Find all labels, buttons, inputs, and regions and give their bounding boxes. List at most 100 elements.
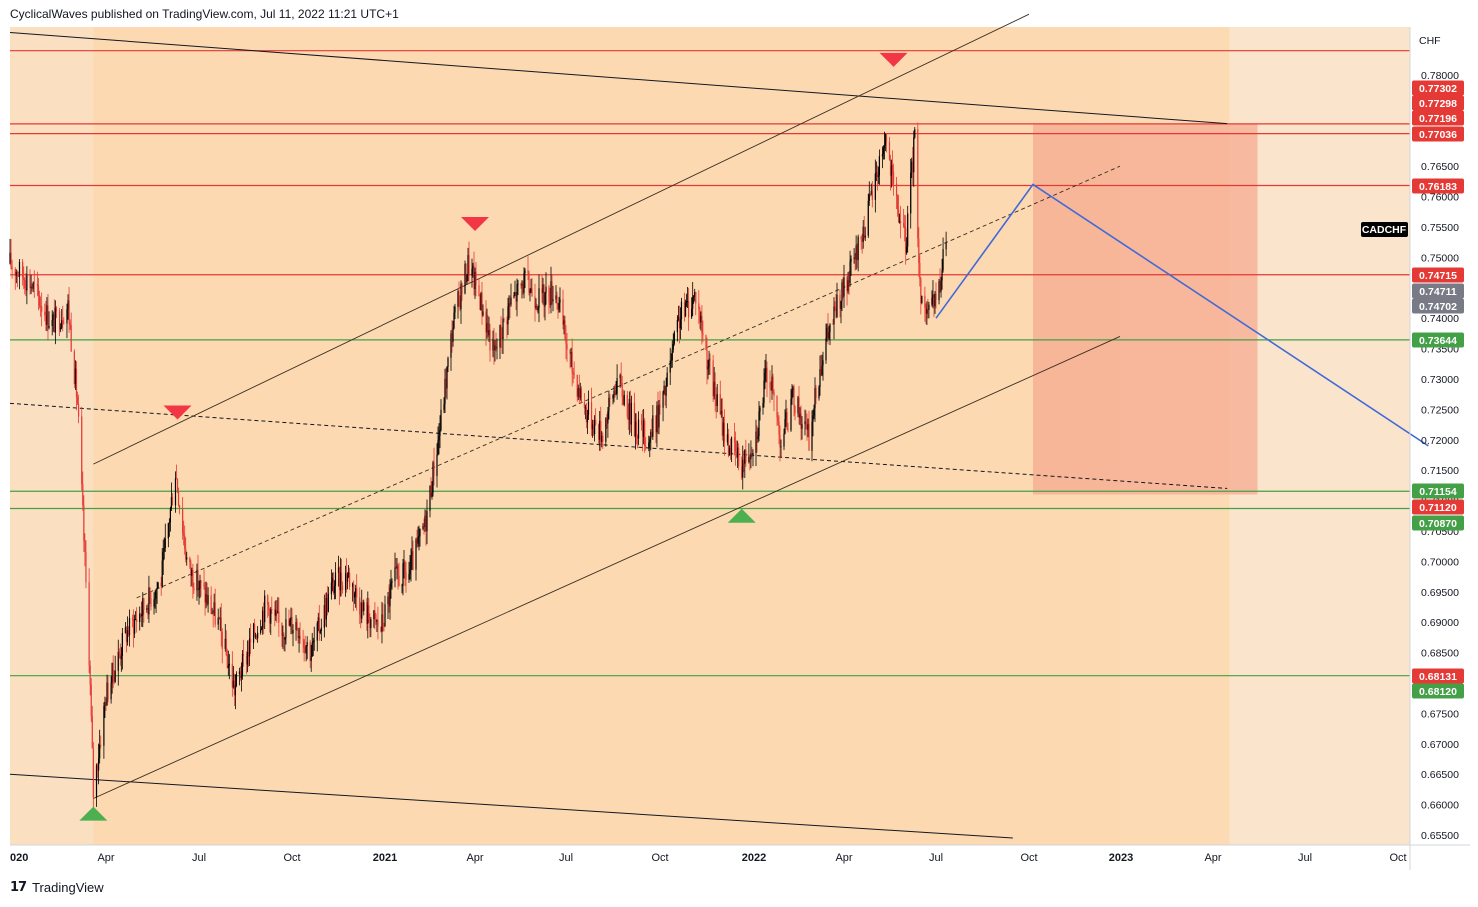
candle-body	[919, 262, 921, 279]
candle-body	[39, 306, 42, 307]
candle-body	[296, 622, 298, 630]
candle-body	[96, 765, 99, 771]
candle-body	[60, 327, 62, 330]
candle-body	[854, 257, 856, 260]
swing-high-marker-icon	[461, 217, 489, 231]
candle-body	[163, 548, 165, 552]
candle-body	[23, 277, 25, 281]
candle-body	[927, 309, 929, 310]
candle-body	[737, 447, 739, 458]
candle-body	[275, 610, 277, 616]
candle-body	[867, 200, 869, 236]
price-tag	[1412, 683, 1464, 699]
candle-body	[153, 599, 155, 607]
candle-body	[82, 484, 84, 506]
candle-body	[493, 339, 495, 351]
candle-body	[853, 257, 855, 260]
candle-body	[304, 647, 306, 654]
candle-body	[566, 344, 568, 350]
candles-layer	[9, 122, 947, 812]
candle-body	[212, 612, 214, 614]
candle-body	[630, 402, 632, 425]
candle-body	[940, 280, 942, 292]
y-tick-label: 0.74000	[1421, 313, 1459, 325]
candle-body	[888, 141, 891, 160]
candle-body	[933, 294, 935, 307]
candle-body	[565, 339, 567, 345]
candle-body	[677, 316, 679, 320]
channel-lower-line	[93, 336, 1121, 799]
x-tick-label: Oct	[1389, 852, 1406, 864]
candle-body	[85, 551, 87, 583]
candle-body	[751, 453, 753, 455]
candle-body	[605, 418, 607, 442]
candle-body	[37, 285, 40, 296]
candle-body	[370, 619, 372, 629]
candle-body	[676, 319, 678, 333]
price-tag-label: 0.77302	[1419, 83, 1457, 95]
candle-body	[636, 435, 639, 439]
y-tick-label: 0.73000	[1421, 374, 1459, 386]
candle-body	[934, 293, 936, 307]
candle-body	[33, 282, 35, 284]
candle-body	[139, 613, 141, 623]
candle-body	[147, 607, 149, 615]
candle-body	[90, 684, 92, 717]
candle-body	[132, 619, 135, 634]
candle-body	[112, 662, 114, 676]
candle-body	[472, 265, 474, 269]
footer-brand: TradingView	[32, 880, 104, 895]
x-tick-label: Jul	[192, 852, 206, 864]
candle-body	[550, 281, 552, 306]
candle-body	[648, 442, 650, 448]
candle-body	[758, 411, 760, 437]
candle-body	[75, 368, 78, 398]
candle-body	[635, 421, 638, 436]
candle-body	[487, 323, 489, 336]
candle-body	[206, 594, 208, 605]
candle-body	[338, 567, 341, 591]
candle-body	[673, 332, 675, 344]
candle-body	[503, 318, 505, 320]
candle-body	[527, 270, 529, 273]
candle-body	[552, 299, 554, 302]
candle-body	[394, 567, 396, 582]
y-tick-label: 0.70000	[1421, 556, 1459, 568]
candle-body	[501, 337, 503, 340]
candle-body	[240, 675, 243, 678]
candle-body	[904, 226, 906, 228]
y-tick-label: 0.72500	[1421, 404, 1459, 416]
candle-body	[297, 629, 299, 639]
candle-body	[899, 220, 901, 222]
candle-body	[847, 280, 849, 292]
candle-body	[691, 308, 693, 318]
candle-body	[405, 571, 407, 580]
candle-body	[53, 314, 55, 333]
candle-body	[70, 325, 72, 352]
candle-body	[862, 226, 864, 242]
candle-body	[688, 300, 690, 318]
candle-body	[755, 431, 757, 454]
candle-body	[900, 220, 902, 224]
candle-body	[542, 284, 544, 293]
candle-body	[66, 309, 68, 324]
candle-body	[176, 478, 179, 492]
candle-body	[437, 440, 439, 455]
candle-body	[698, 303, 700, 309]
candle-body	[438, 435, 440, 441]
trend-line	[9, 773, 1013, 839]
candle-body	[390, 582, 392, 588]
x-tick-label: 2023	[1109, 852, 1133, 864]
candle-body	[784, 419, 786, 434]
candle-body	[508, 303, 510, 307]
candle-body	[628, 398, 630, 420]
candle-body	[917, 129, 919, 239]
candle-body	[380, 626, 382, 632]
candle-body	[757, 436, 759, 440]
candle-body	[451, 333, 453, 342]
candle-body	[121, 633, 123, 656]
candle-body	[327, 594, 329, 612]
candle-body	[127, 630, 130, 636]
x-tick-label: Oct	[283, 852, 300, 864]
